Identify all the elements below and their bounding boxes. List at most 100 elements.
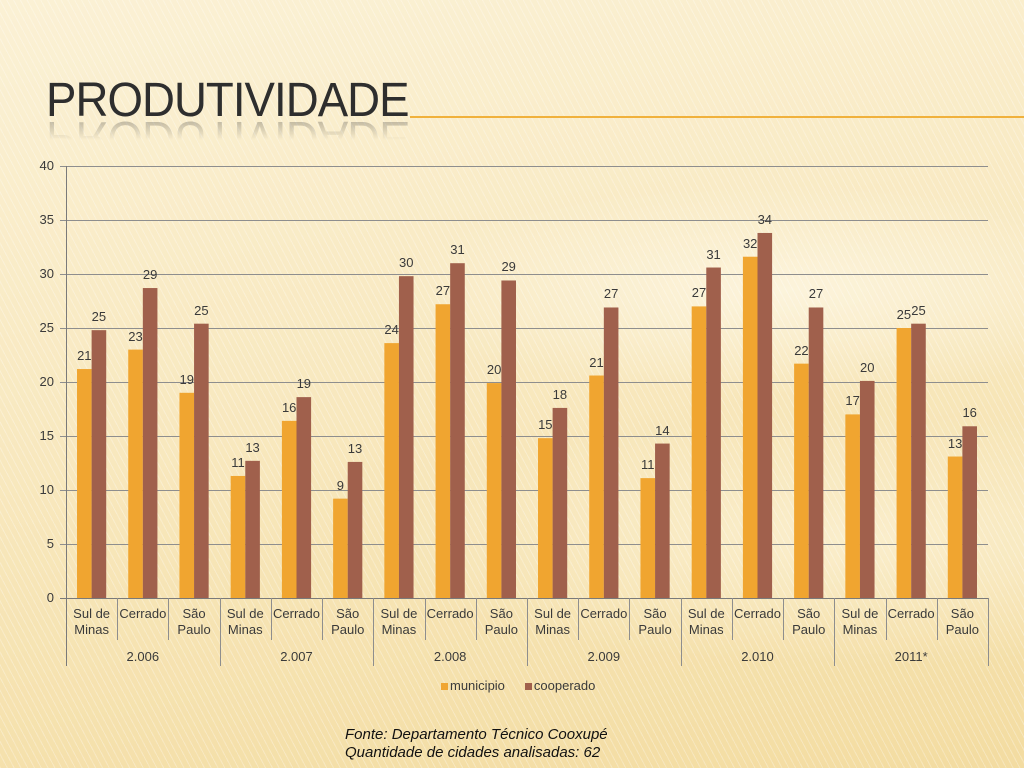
bar-cooperado <box>808 307 824 598</box>
data-label-municipio: 9 <box>336 477 345 493</box>
category-label: São Paulo <box>792 606 826 637</box>
category-label: São Paulo <box>331 606 365 637</box>
bar-chart: 0 5 10 15 20 25 30 35 40 21 25 Sul de Minas 23 29 Cerr… <box>39 158 989 666</box>
bar-municipio <box>230 475 246 598</box>
category-label: São Paulo <box>638 606 672 637</box>
bar-cooperado <box>706 267 721 598</box>
data-label-cooperado: 31 <box>450 242 465 258</box>
year-group-label: 2.008 <box>433 649 467 664</box>
y-tick-label: 0 <box>46 590 54 605</box>
bar-cooperado <box>245 460 260 598</box>
chart-legend: municipio cooperado <box>441 678 615 694</box>
y-tick-label: 10 <box>39 482 54 497</box>
data-label-municipio: 22 <box>794 342 809 358</box>
bar-municipio <box>640 478 656 598</box>
bar-municipio <box>845 414 860 598</box>
category-label: Sul de Minas <box>380 606 418 637</box>
data-label-cooperado: 29 <box>501 259 516 275</box>
cities-count-note: Quantidade de cidades analisadas: 62 <box>345 744 601 761</box>
data-label-municipio: 11 <box>641 457 655 473</box>
bar-cooperado <box>603 307 619 598</box>
bar-municipio <box>128 349 143 598</box>
data-label-cooperado: 13 <box>245 439 260 455</box>
data-label-municipio: 16 <box>281 399 297 415</box>
legend-swatch-municipio <box>441 682 448 690</box>
data-label-cooperado: 25 <box>194 302 209 318</box>
category-label: Sul de Minas <box>226 606 264 637</box>
bar-cooperado <box>655 443 670 598</box>
bar-municipio <box>794 363 809 598</box>
y-tick-label: 5 <box>46 536 54 551</box>
data-label-cooperado: 27 <box>808 286 824 302</box>
bar-municipio <box>384 343 399 598</box>
legend-swatch-cooperado <box>524 682 532 690</box>
y-tick-label: 40 <box>39 158 54 173</box>
data-label-cooperado: 34 <box>757 211 773 227</box>
bar-municipio <box>691 306 707 598</box>
year-group-label: 2.007 <box>280 649 313 664</box>
legend-label-municipio: municipio <box>450 678 505 693</box>
data-label-cooperado: 27 <box>603 286 619 302</box>
bar-municipio <box>486 383 502 598</box>
data-label-municipio: 24 <box>384 322 399 338</box>
category-label: Sul de Minas <box>534 606 572 637</box>
year-group-label: 2011* <box>894 649 928 664</box>
bar-cooperado <box>91 330 107 598</box>
category-label: Cerrado <box>734 606 781 621</box>
category-label: Cerrado <box>887 606 935 621</box>
slide-title: PRODUTIVIDADE <box>46 74 410 127</box>
source-note: Fonte: Departamento Técnico Cooxupé <box>345 726 608 743</box>
bar-municipio <box>281 420 297 598</box>
bar-municipio <box>742 256 758 598</box>
data-label-municipio: 21 <box>77 348 92 364</box>
data-label-cooperado: 14 <box>655 422 670 438</box>
title-underline-rule <box>410 116 1024 118</box>
bar-municipio <box>435 304 451 598</box>
bar-cooperado <box>962 426 977 598</box>
year-group-label: 2.009 <box>587 649 621 664</box>
data-label-municipio: 23 <box>128 328 143 344</box>
data-label-cooperado: 18 <box>552 386 568 402</box>
bar-cooperado <box>398 276 414 598</box>
bar-municipio <box>77 369 92 598</box>
category-label: Cerrado <box>580 606 628 621</box>
data-label-municipio: 25 <box>896 307 912 322</box>
bar-cooperado <box>552 407 568 598</box>
data-label-municipio: 20 <box>486 362 502 378</box>
y-tick-label: 35 <box>39 212 54 227</box>
category-label: São Paulo <box>177 606 211 637</box>
legend-item-municipio: municipio <box>441 678 505 694</box>
data-label-municipio: 27 <box>435 283 451 299</box>
data-label-cooperado: 16 <box>962 405 977 421</box>
data-label-cooperado: 20 <box>860 359 875 375</box>
data-label-municipio: 17 <box>845 393 860 409</box>
data-label-municipio: 21 <box>589 354 604 370</box>
category-label: São Paulo <box>945 606 979 637</box>
bar-municipio <box>538 438 553 598</box>
bar-municipio <box>589 375 604 598</box>
legend-label-cooperado: cooperado <box>533 678 596 693</box>
category-label: Cerrado <box>273 606 320 621</box>
category-label: Sul de Minas <box>687 606 725 637</box>
category-label: Sul de Minas <box>73 606 111 637</box>
data-label-cooperado: 13 <box>347 440 363 456</box>
y-tick-label: 30 <box>39 266 54 281</box>
category-label: Cerrado <box>426 606 474 621</box>
y-tick-label: 25 <box>39 320 54 335</box>
data-label-municipio: 13 <box>947 435 963 451</box>
data-label-municipio: 11 <box>231 454 245 470</box>
bar-cooperado <box>911 323 926 598</box>
data-label-municipio: 27 <box>691 285 707 301</box>
data-label-cooperado: 31 <box>706 246 721 262</box>
year-group-label: 2.006 <box>126 649 160 664</box>
y-tick-label: 20 <box>39 374 54 389</box>
y-tick-label: 15 <box>39 428 54 443</box>
bar-municipio <box>333 498 348 598</box>
data-label-municipio: 32 <box>742 235 758 251</box>
data-label-cooperado: 25 <box>91 309 107 325</box>
data-label-cooperado: 19 <box>296 376 312 392</box>
bar-cooperado <box>347 461 363 598</box>
category-label: Cerrado <box>119 606 167 621</box>
data-label-municipio: 15 <box>538 417 553 433</box>
bar-cooperado <box>296 397 312 598</box>
